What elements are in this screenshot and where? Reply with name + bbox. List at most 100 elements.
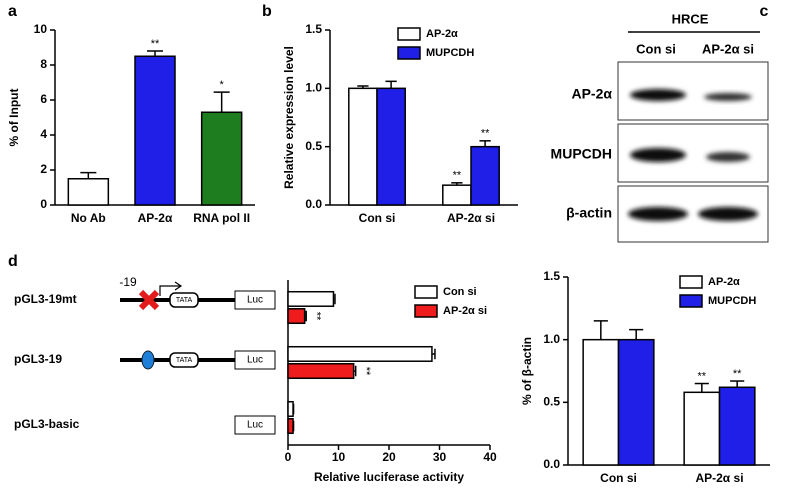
legend-swatch xyxy=(397,27,421,41)
bar xyxy=(134,55,176,206)
panel-label: b xyxy=(262,3,272,20)
panel-label: c xyxy=(760,3,769,20)
legend-label: Con si xyxy=(443,286,477,298)
tata-box xyxy=(169,352,199,368)
bar xyxy=(287,345,433,362)
band xyxy=(628,207,688,221)
reporter-label: Luc xyxy=(247,295,263,306)
annotation: ** xyxy=(151,38,160,50)
y-axis-title: % of β-actin xyxy=(520,337,534,405)
bar xyxy=(376,87,406,206)
row-label: AP-2α xyxy=(571,86,612,102)
band xyxy=(706,152,750,162)
annotation: ** xyxy=(733,368,742,380)
y-tick-label: 0.0 xyxy=(305,197,322,211)
bar xyxy=(287,308,306,325)
y-tick-label: 10 xyxy=(34,22,48,36)
row-label: β-actin xyxy=(566,205,612,221)
lane-label: Con si xyxy=(636,41,676,56)
y-tick-label: 2 xyxy=(40,162,47,176)
band xyxy=(630,89,686,101)
legend-swatch xyxy=(414,285,438,299)
y-tick-label: 0.5 xyxy=(305,139,322,153)
row-label: MUPCDH xyxy=(551,146,612,162)
binding-site xyxy=(141,350,155,370)
bar xyxy=(200,111,243,206)
band xyxy=(630,148,686,162)
bar xyxy=(582,338,620,466)
y-tick-label: 1.0 xyxy=(305,81,322,95)
band xyxy=(704,93,752,101)
tata-label: TATA xyxy=(176,357,193,364)
annotation: ** xyxy=(453,170,462,182)
bar xyxy=(442,184,472,206)
legend-swatch xyxy=(397,46,421,60)
legend-swatch xyxy=(414,304,438,318)
y-tick-label: 1.0 xyxy=(543,332,560,346)
x-axis-title: Relative luciferase activity xyxy=(314,470,464,484)
y-tick-label: 0 xyxy=(40,197,47,211)
x-tick-label: 0 xyxy=(285,450,292,464)
legend-swatch xyxy=(679,275,703,289)
y-tick-label: 1.5 xyxy=(305,22,322,36)
reporter-box xyxy=(234,350,276,370)
legend-label: AP-2α xyxy=(426,28,458,40)
bar xyxy=(287,290,335,307)
bar xyxy=(617,338,655,466)
y-tick-label: 0.5 xyxy=(543,395,560,409)
x-tick-label: AP-2α si xyxy=(695,471,743,485)
x-tick-label: 20 xyxy=(382,450,396,464)
y-tick-label: pGL3-19 xyxy=(14,352,62,366)
x-tick-label: No Ab xyxy=(71,211,106,225)
bar xyxy=(287,418,294,435)
x-tick-label: RNA pol II xyxy=(193,211,250,225)
x-tick-label: AP-2α xyxy=(138,211,173,225)
annotation: ** xyxy=(360,367,372,376)
annotation: * xyxy=(220,79,225,91)
x-tick-label: AP-2α si xyxy=(447,211,495,225)
annotation: ** xyxy=(698,370,707,382)
cell-line: HRCE xyxy=(672,11,709,26)
western-blot: c HRCE Con si AP-2α si AP-2α MUPCDH β-ac… xyxy=(551,3,769,243)
tss-arrow xyxy=(159,281,183,296)
y-tick-label: 4 xyxy=(40,127,47,141)
y-tick-label: 1.5 xyxy=(543,269,560,283)
bar xyxy=(67,178,110,206)
reporter-label: Luc xyxy=(247,420,263,431)
y-tick-label: 8 xyxy=(40,57,47,71)
tata-label: TATA xyxy=(176,297,193,304)
x-tick-label: 30 xyxy=(433,450,447,464)
bar xyxy=(348,87,378,206)
legend-label: AP-2α si xyxy=(443,305,487,317)
y-tick-label: 6 xyxy=(40,92,47,106)
reporter-box xyxy=(234,415,276,435)
legend-label: MUPCDH xyxy=(708,295,756,307)
panel-label: a xyxy=(8,3,17,20)
x-tick-label: 40 xyxy=(483,450,497,464)
legend-swatch xyxy=(679,294,703,308)
bar xyxy=(683,391,721,466)
legend-label: AP-2α xyxy=(708,276,740,288)
mutation-mark xyxy=(138,289,160,311)
annotation: ** xyxy=(481,128,490,140)
position-label: -19 xyxy=(119,275,137,289)
bar xyxy=(287,363,355,380)
bar xyxy=(287,400,294,417)
bar xyxy=(718,386,756,466)
x-tick-label: Con si xyxy=(359,211,396,225)
y-axis-title: Relative expression level xyxy=(282,46,296,189)
y-tick-label: 0.0 xyxy=(543,457,560,471)
annotation: ** xyxy=(310,312,322,321)
y-tick-label: pGL3-basic xyxy=(14,417,80,431)
legend-label: MUPCDH xyxy=(426,47,474,59)
x-tick-label: 10 xyxy=(332,450,346,464)
panel-label: d xyxy=(8,253,18,270)
tata-box xyxy=(169,292,199,308)
band xyxy=(698,207,758,221)
bar xyxy=(470,145,500,206)
reporter-box xyxy=(234,290,276,310)
reporter-label: Luc xyxy=(247,355,263,366)
y-axis-title: % of Input xyxy=(7,89,21,147)
y-tick-label: pGL3-19mt xyxy=(14,292,77,306)
